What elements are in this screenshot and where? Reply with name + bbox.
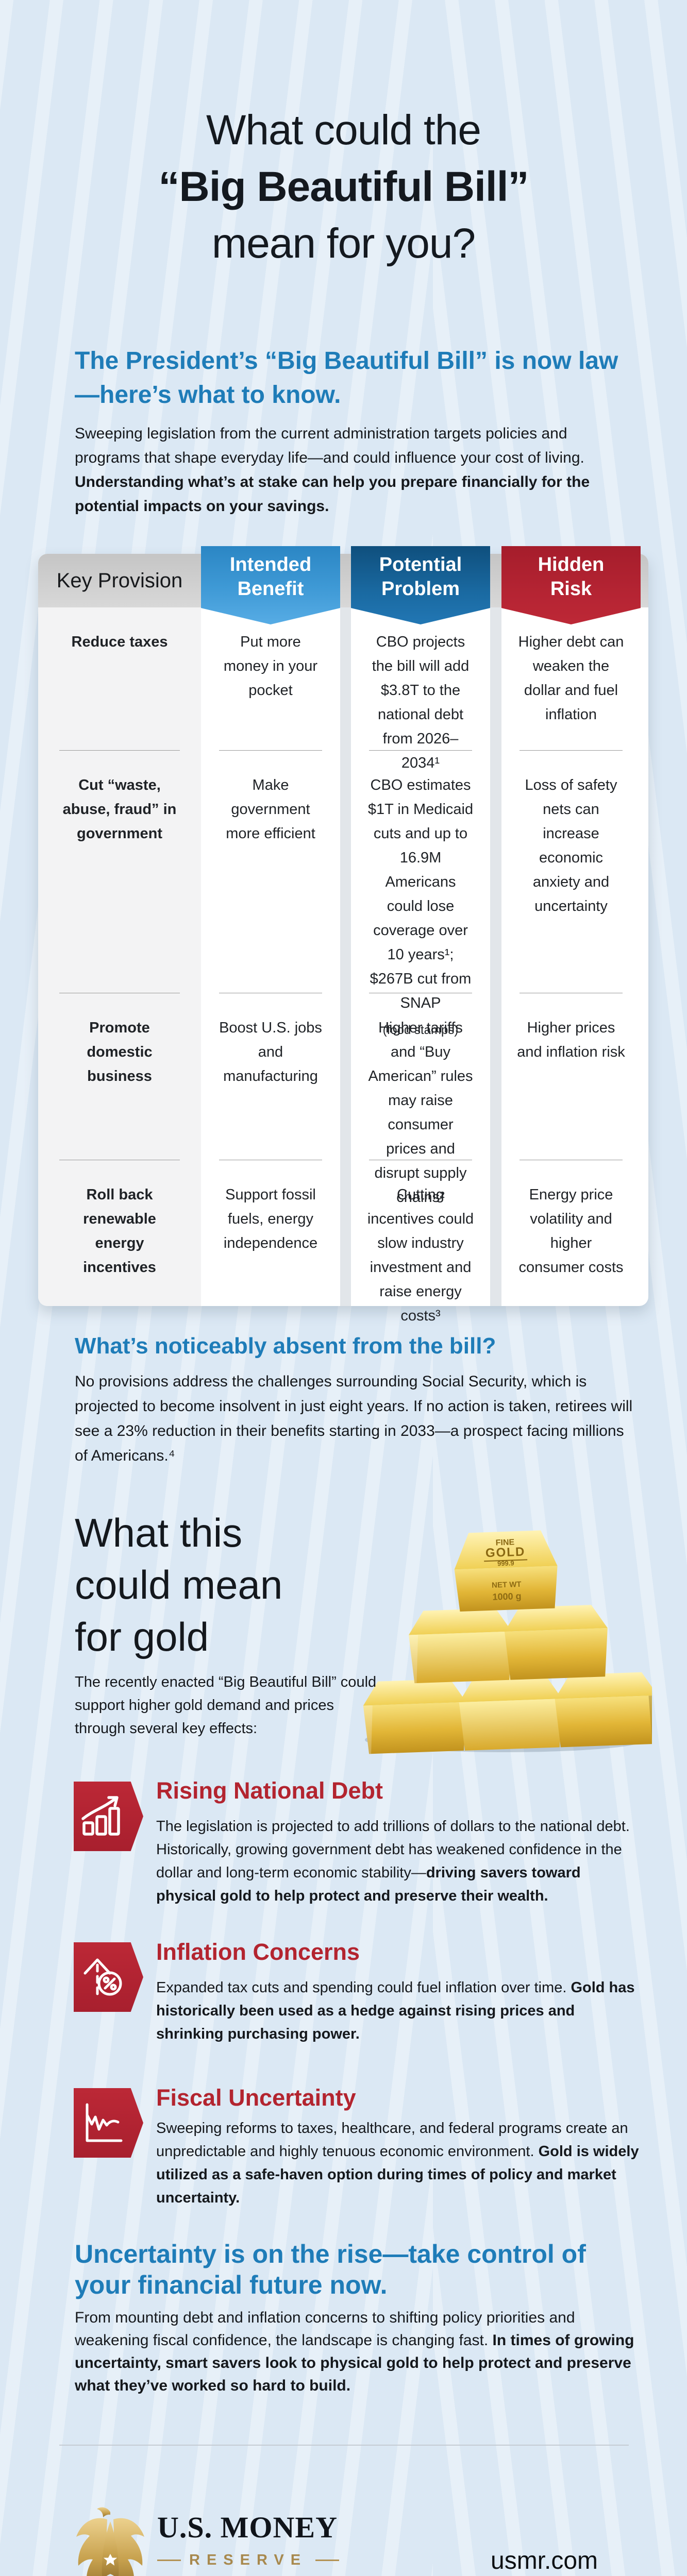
- table-cell: Higher tariffs and “Buy American” rules …: [351, 993, 490, 1206]
- page-title: What could the “Big Beautiful Bill” mean…: [0, 102, 687, 272]
- table-cell: Put more money in your pocket: [201, 607, 340, 751]
- ribbon-label: Hidden Risk: [538, 554, 605, 600]
- table-cell: Cut “waste, abuse, fraud” in government: [38, 751, 201, 993]
- gold-bar-weight-label: 1000 g: [492, 1591, 522, 1602]
- logo-rule-left: [157, 2560, 181, 2561]
- column-potential-problem: CBO projects the bill will add $3.8T to …: [351, 607, 490, 1324]
- logo-reserve: RESERVE: [189, 2552, 308, 2568]
- logo-rule-right: [315, 2560, 340, 2561]
- gold-bar-fine-label: FINE: [495, 1538, 514, 1547]
- table-cell: Cutting incentives could slow industry i…: [367, 1187, 474, 1324]
- table-cell: Boost U.S. jobs and manufacturing: [201, 993, 340, 1160]
- page-title-line1: What could the: [206, 107, 481, 154]
- column-key-provision: Reduce taxes Cut “waste, abuse, fraud” in…: [38, 607, 201, 1306]
- gold-heading: What this could mean for gold: [75, 1507, 282, 1663]
- cta-heading-line1: Uncertainty is on the rise—take control …: [75, 2240, 586, 2268]
- gold-bars-illustration: FINE GOLD 999.9 NET WT 1000 g: [356, 1507, 658, 1757]
- absent-paragraph: No provisions address the challenges sur…: [75, 1373, 633, 1464]
- table-cell: Loss of safety nets can increase economi…: [501, 751, 641, 993]
- inflation-arrow-percent-icon: [74, 1942, 143, 2012]
- gold-bar-netwt-label: NET WT: [492, 1580, 522, 1590]
- table-cell: CBO projects the bill will add $3.8T to …: [351, 607, 490, 771]
- absent-heading: What’s noticeably absent from the bill?: [75, 1333, 496, 1359]
- column-hidden-risk: Higher debt can weaken the dollar and fu…: [501, 607, 641, 1306]
- page-title-line2: “Big Beautiful Bill”: [158, 163, 529, 210]
- page-title-line3: mean for you?: [211, 220, 476, 267]
- table-cell: Reduce taxes: [38, 607, 201, 751]
- logo-reserve-row: RESERVE: [157, 2552, 372, 2569]
- column-gap: [490, 607, 501, 1306]
- column-header-ribbon-potential-problem: Potential Problem: [351, 546, 490, 624]
- intro-heading-line1: The President’s “Big Beautiful Bill” is …: [75, 347, 618, 375]
- footer-divider: [59, 2445, 629, 2446]
- intro-heading: The President’s “Big Beautiful Bill” is …: [75, 344, 618, 412]
- column-gap: [340, 607, 351, 1306]
- gold-bar-gold-label: GOLD: [485, 1545, 526, 1561]
- gold-bars-image: FINE GOLD 999.9 NET WT 1000 g: [363, 1530, 658, 1754]
- table-cell: Promote domestic business: [38, 993, 201, 1160]
- ribbon-label: Intended Benefit: [229, 554, 312, 600]
- table-cell: Support fossil fuels, energy independenc…: [223, 1187, 318, 1251]
- gold-heading-line1: What this: [75, 1510, 243, 1555]
- table-cell: Higher debt can weaken the dollar and fu…: [501, 607, 641, 751]
- table-cell: Make government more efficient: [201, 751, 340, 993]
- table-cell: Higher prices and inflation risk: [501, 993, 641, 1160]
- column-header-ribbon-intended-benefit: Intended Benefit: [201, 546, 340, 624]
- intro-paragraph: Sweeping legislation from the current ad…: [75, 425, 590, 515]
- column-header-ribbon-hidden-risk: Hidden Risk: [501, 546, 641, 624]
- column-header-key-provision: Key Provision: [56, 569, 183, 592]
- cta-heading-line2: your financial future now.: [75, 2270, 388, 2299]
- rising-bar-chart-icon: [74, 1782, 143, 1851]
- column-intended-benefit: Put more money in your pocket Make govern…: [201, 607, 340, 1306]
- logo-us-money: U.S. MONEY: [157, 2511, 338, 2544]
- website-url: usmr.com: [491, 2547, 598, 2574]
- section-heading-fiscal-uncertainty: Fiscal Uncertainty: [156, 2084, 356, 2111]
- section-heading-inflation-concerns: Inflation Concerns: [156, 1939, 360, 1965]
- gold-bar-purity-label: 999.9: [497, 1559, 514, 1567]
- cta-heading: Uncertainty is on the rise—take control …: [75, 2239, 586, 2300]
- table-cell: Energy price volatility and higher consu…: [518, 1187, 624, 1276]
- gold-heading-line3: for gold: [75, 1614, 209, 1659]
- table-cell: CBO estimates $1T in Medicaid cuts and u…: [351, 751, 490, 1037]
- section-heading-rising-national-debt: Rising National Debt: [156, 1777, 383, 1804]
- section-paragraph-inflation-concerns: Expanded tax cuts and spending could fue…: [156, 1979, 635, 2042]
- cta-paragraph: From mounting debt and inflation concern…: [75, 2309, 634, 2394]
- table-cell-note: (food stamps): [382, 1023, 459, 1037]
- volatility-line-chart-icon: [74, 2088, 143, 2158]
- ribbon-label: Potential Problem: [379, 554, 462, 600]
- section-paragraph-rising-national-debt: The legislation is projected to add tril…: [156, 1818, 630, 1904]
- provisions-table: Key Provision Reduce taxes Cut “waste, ab…: [38, 546, 648, 1324]
- gold-heading-line2: could mean: [75, 1562, 283, 1607]
- table-cell: Roll back renewable energy incentives: [83, 1187, 156, 1276]
- intro-heading-line2: —here’s what to know.: [75, 381, 341, 409]
- usmr-eagle-icon: [71, 2504, 149, 2576]
- section-paragraph-fiscal-uncertainty: Sweeping reforms to taxes, healthcare, a…: [156, 2120, 639, 2206]
- usmr-logo: U.S. MONEY RESERVE AMERICA'S GOLD AUTHOR…: [157, 2510, 372, 2576]
- gold-paragraph: The recently enacted “Big Beautiful Bill…: [75, 1674, 377, 1737]
